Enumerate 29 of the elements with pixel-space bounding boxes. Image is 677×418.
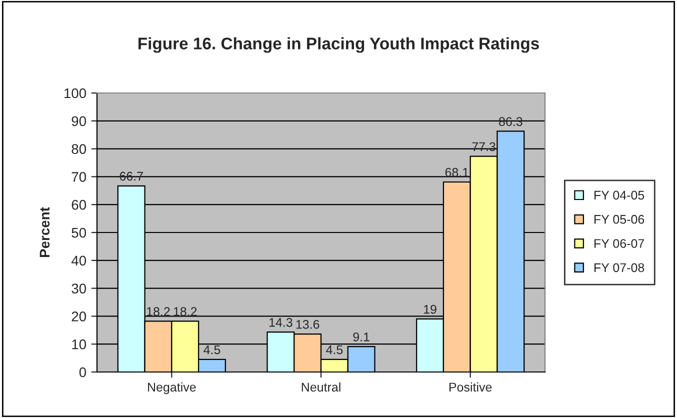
data-label: 4.5 — [326, 345, 343, 354]
y-tick-label: 90 — [72, 116, 86, 126]
y-tick-label: 10 — [72, 339, 86, 350]
data-label: 19 — [424, 304, 436, 314]
x-tick-label: Negative — [148, 382, 196, 394]
y-tick-label: 60 — [72, 200, 86, 210]
y-axis-title: Percent — [40, 207, 50, 258]
data-label: 13.6 — [296, 320, 320, 329]
y-tick-label: 80 — [72, 144, 86, 154]
legend-label: FY 07-08 — [594, 263, 644, 272]
data-label: 18.2 — [147, 307, 170, 316]
y-tick-label: 100 — [64, 88, 86, 98]
chart-title: Figure 16. Change in Placing Youth Impact Ratings — [138, 37, 539, 53]
legend-label: FY 04-05 — [594, 190, 644, 200]
y-tick-label: 50 — [72, 228, 86, 238]
data-label: 14.3 — [269, 318, 292, 327]
y-tick-label: 40 — [71, 256, 86, 266]
data-label: 9.1 — [353, 332, 370, 342]
y-tick-label: 70 — [72, 172, 86, 182]
data-label: 4.5 — [204, 345, 220, 354]
y-tick-label: 30 — [72, 284, 86, 294]
legend-label: FY 05-06 — [594, 214, 644, 224]
data-label: 18.2 — [174, 307, 197, 316]
data-label: 68.1 — [445, 168, 468, 177]
legend-label: FY 06-07 — [594, 239, 644, 248]
x-tick-label: Positive — [449, 382, 492, 392]
x-tick-label: Neutral — [302, 382, 340, 392]
y-tick-label: 0 — [79, 367, 86, 378]
y-tick-label: 20 — [72, 312, 86, 322]
